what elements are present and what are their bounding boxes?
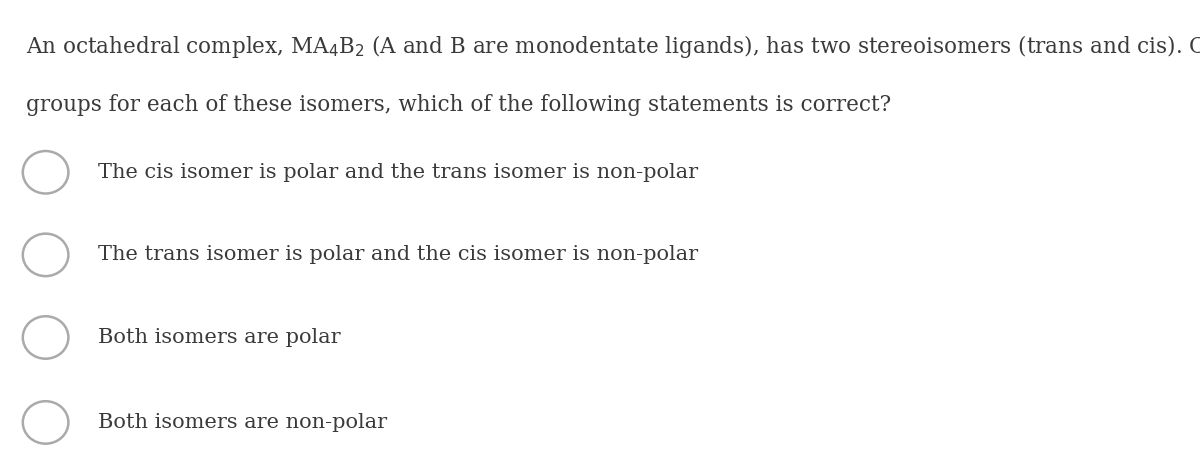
Text: Both isomers are polar: Both isomers are polar — [98, 328, 341, 347]
Text: Both isomers are non-polar: Both isomers are non-polar — [98, 413, 388, 432]
Text: groups for each of these isomers, which of the following statements is correct?: groups for each of these isomers, which … — [26, 94, 892, 117]
Text: The cis isomer is polar and the trans isomer is non-polar: The cis isomer is polar and the trans is… — [98, 163, 698, 182]
Text: An octahedral complex, MA$_4$B$_2$ (A and B are monodentate ligands), has two st: An octahedral complex, MA$_4$B$_2$ (A an… — [26, 33, 1200, 60]
Text: The trans isomer is polar and the cis isomer is non-polar: The trans isomer is polar and the cis is… — [98, 245, 698, 264]
